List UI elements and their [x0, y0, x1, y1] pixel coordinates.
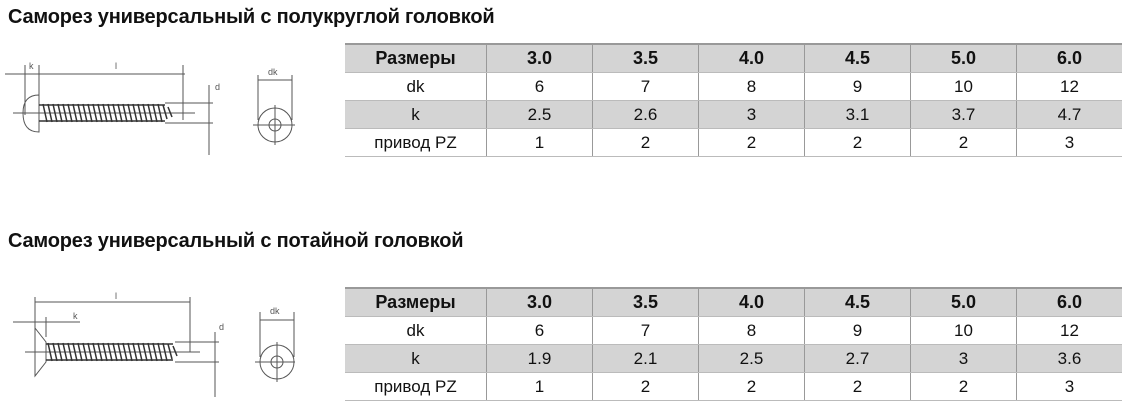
pan-head-screw-drawing: k l d: [5, 61, 220, 155]
table-cell: 3: [1016, 372, 1122, 401]
table-cell: 9: [804, 72, 911, 101]
label-d: d: [219, 322, 224, 332]
countersunk-top-view: dk: [255, 306, 295, 382]
table-cell: 6: [486, 316, 593, 345]
table-row: привод PZ 1 2 2 2 2 3: [345, 372, 1122, 401]
table-cell: 4.7: [1016, 100, 1122, 129]
label-l: l: [115, 61, 117, 71]
table-row: k 1.9 2.1 2.5 2.7 3 3.6: [345, 344, 1122, 373]
label-d: d: [215, 82, 220, 92]
row-label: привод PZ: [345, 372, 487, 401]
header-cell: 3.0: [486, 287, 593, 317]
row-label: привод PZ: [345, 128, 487, 157]
label-k: k: [29, 61, 34, 71]
table-cell: 2: [698, 372, 805, 401]
table-row: k 2.5 2.6 3 3.1 3.7 4.7: [345, 100, 1122, 129]
table-cell: 2.1: [592, 344, 699, 373]
table-cell: 2: [804, 128, 911, 157]
header-cell: Размеры: [345, 43, 487, 73]
header-cell: 4.0: [698, 287, 805, 317]
table-cell: 3.1: [804, 100, 911, 129]
header-cell: 4.5: [804, 43, 911, 73]
table-cell: 2.5: [698, 344, 805, 373]
table-cell: 1.9: [486, 344, 593, 373]
table-cell: 2: [592, 372, 699, 401]
table-cell: 12: [1016, 316, 1122, 345]
table-row: dk 6 7 8 9 10 12: [345, 72, 1122, 101]
row-label: dk: [345, 72, 487, 101]
section-title-pan-head: Саморез универсальный с полукруглой голо…: [8, 6, 495, 28]
label-dk: dk: [270, 306, 280, 316]
header-cell: 5.0: [910, 287, 1017, 317]
table-cell: 9: [804, 316, 911, 345]
header-cell: Размеры: [345, 287, 487, 317]
table-cell: 3: [698, 100, 805, 129]
table-cell: 8: [698, 316, 805, 345]
label-l: l: [115, 292, 117, 301]
countersunk-screw-drawing: k l d: [13, 292, 224, 397]
table-cell: 2: [592, 128, 699, 157]
table-cell: 3: [910, 344, 1017, 373]
label-k: k: [73, 311, 78, 321]
pan-head-top-view: dk: [253, 67, 295, 145]
table-row: dk 6 7 8 9 10 12: [345, 316, 1122, 345]
table-cell: 2.7: [804, 344, 911, 373]
table-cell: 1: [486, 372, 593, 401]
countersunk-dimensions-table: Размеры 3.0 3.5 4.0 4.5 5.0 6.0 dk 6 7 8…: [345, 287, 1122, 401]
table-cell: 3: [1016, 128, 1122, 157]
table-cell: 2: [804, 372, 911, 401]
row-label: k: [345, 344, 487, 373]
table-header-row: Размеры 3.0 3.5 4.0 4.5 5.0 6.0: [345, 43, 1122, 73]
row-label: k: [345, 100, 487, 129]
table-cell: 2: [698, 128, 805, 157]
table-row: привод PZ 1 2 2 2 2 3: [345, 128, 1122, 157]
table-cell: 3.7: [910, 100, 1017, 129]
section-title-countersunk-head: Саморез универсальный с потайной головко…: [8, 230, 464, 252]
table-cell: 3.6: [1016, 344, 1122, 373]
header-cell: 4.0: [698, 43, 805, 73]
table-cell: 12: [1016, 72, 1122, 101]
header-cell: 4.5: [804, 287, 911, 317]
table-cell: 6: [486, 72, 593, 101]
header-cell: 6.0: [1016, 287, 1122, 317]
table-cell: 2: [910, 128, 1017, 157]
header-cell: 6.0: [1016, 43, 1122, 73]
table-cell: 1: [486, 128, 593, 157]
table-cell: 2.5: [486, 100, 593, 129]
header-cell: 3.5: [592, 43, 699, 73]
table-cell: 7: [592, 316, 699, 345]
table-cell: 7: [592, 72, 699, 101]
row-label: dk: [345, 316, 487, 345]
header-cell: 3.5: [592, 287, 699, 317]
label-dk: dk: [268, 67, 278, 77]
header-cell: 3.0: [486, 43, 593, 73]
header-cell: 5.0: [910, 43, 1017, 73]
table-cell: 2.6: [592, 100, 699, 129]
pan-head-dimensions-table: Размеры 3.0 3.5 4.0 4.5 5.0 6.0 dk 6 7 8…: [345, 43, 1122, 157]
table-header-row: Размеры 3.0 3.5 4.0 4.5 5.0 6.0: [345, 287, 1122, 317]
table-cell: 10: [910, 316, 1017, 345]
table-cell: 10: [910, 72, 1017, 101]
table-cell: 8: [698, 72, 805, 101]
table-cell: 2: [910, 372, 1017, 401]
